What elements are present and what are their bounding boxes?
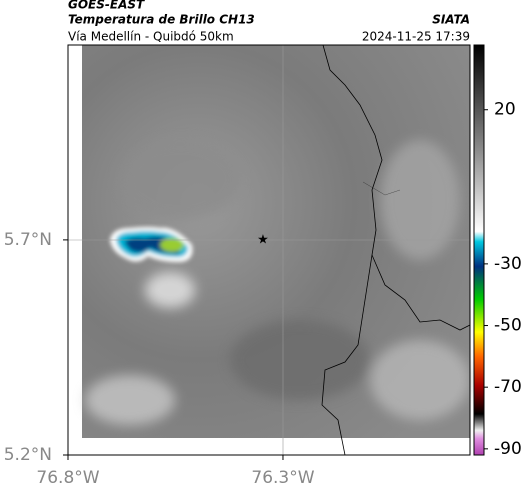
colorbar-tick-label: 20 [494,100,516,120]
y-tick-label: 5.7°N [4,230,52,250]
colorbar-tick-label: -90 [494,439,522,459]
title: Temperatura de Brillo CH13 [68,13,255,27]
header: GOES-EAST Temperatura de Brillo CH13 SIA… [68,0,470,44]
map-image: ★ [67,44,471,456]
colorbar-tick-label: -50 [494,316,522,336]
timestamp: 2024-11-25 17:39 [362,30,470,44]
y-tick-label: 5.2°N [4,445,52,465]
product: GOES-EAST [68,0,145,12]
x-tick-label: 76.8°W [36,468,99,488]
marker-star: ★ [257,233,269,248]
source: SIATA [432,13,470,27]
colorbar-tick-label: -30 [494,254,522,274]
colorbar [473,44,485,456]
colorbar-tick-label: -70 [494,377,522,397]
x-tick-label: 76.3°W [251,468,314,488]
subtitle: Vía Medellín - Quibdó 50km [68,30,234,44]
